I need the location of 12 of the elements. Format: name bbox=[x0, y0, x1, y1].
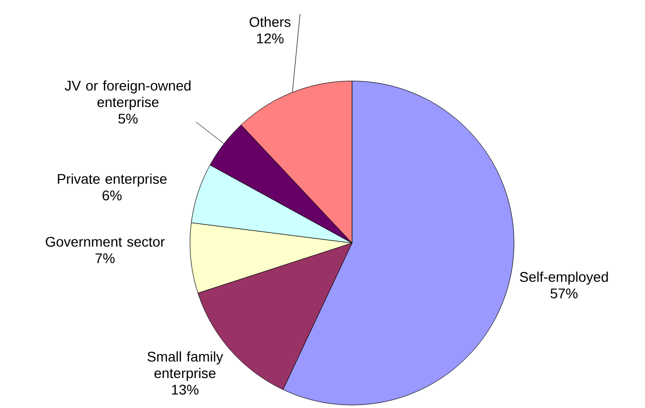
slice-label: Self-employed bbox=[520, 272, 608, 285]
slice-label: Others bbox=[250, 16, 291, 27]
slice-label: JV or foreign-owned enterprise bbox=[64, 80, 191, 110]
data-label: 6% bbox=[102, 190, 122, 200]
data-label: 12% bbox=[257, 33, 284, 44]
data-label: 13% bbox=[172, 384, 199, 395]
data-label: 57% bbox=[550, 288, 578, 298]
slice-label: Government sector bbox=[46, 236, 165, 247]
data-label: 5% bbox=[118, 114, 138, 124]
slice-label: Small family enterprise bbox=[148, 351, 224, 381]
data-label: 7% bbox=[96, 253, 115, 264]
slice-label: Private enterprise bbox=[58, 174, 167, 187]
